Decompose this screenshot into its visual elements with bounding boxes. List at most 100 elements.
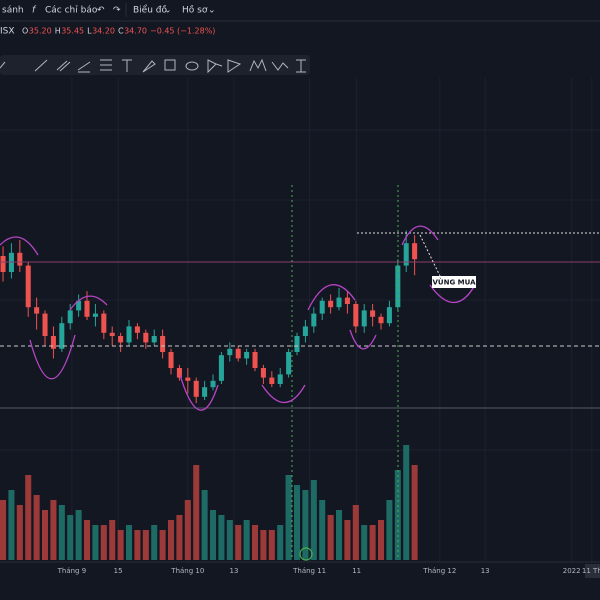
tool-icon[interactable] [122,59,132,72]
candle-body [378,316,384,324]
arc [401,225,439,246]
redo-icon[interactable]: ↷ [113,6,121,16]
candle-body [34,307,40,314]
tool-icon[interactable] [56,60,71,72]
drawings [0,185,600,560]
toolbar-item[interactable]: Hồ sơ [182,5,208,16]
tool-icon[interactable] [142,60,156,73]
volume-bar [67,515,74,560]
tool-icon[interactable] [227,59,242,73]
arc [429,284,476,303]
volume-bar [310,480,317,560]
volume-bar [142,530,149,560]
candle-body [76,300,82,311]
tool-icon[interactable] [34,59,48,72]
undo-icon[interactable]: ↶ [97,6,105,16]
volume-bar [92,525,99,560]
volume-bar [302,490,309,560]
tool-icon[interactable] [185,61,199,71]
volume-bar [8,490,15,560]
volume-bar [386,500,393,560]
volume-bar [75,510,82,560]
ohlc-label: C [118,27,124,36]
volume-bar [361,525,368,560]
volume-bar [260,530,267,560]
event-icon[interactable] [299,547,313,561]
annotation-box [432,276,476,288]
tool-icon[interactable] [296,59,306,73]
chevron: ⌄ [164,6,172,16]
candle-body [286,352,292,375]
volume-bar [50,500,57,560]
x-tick-label: Tháng 10 [170,567,204,575]
x-tick-label: Tháng 9 [57,567,87,575]
candle-body [311,313,317,327]
tool-icon[interactable] [77,61,91,73]
volume-bar [335,510,343,560]
volume-bar [126,525,133,560]
candle-body [109,332,115,336]
candle-body [210,380,216,388]
volume-bar [268,530,275,560]
volume-bar [277,525,284,560]
drawing-toolbar [0,55,310,75]
candle-body [160,336,166,352]
ohlc-value: 34.70 [124,27,147,36]
candle-body [84,300,90,317]
toolbar-item[interactable]: sánh [2,6,24,16]
volume-bar [403,445,410,560]
candle-body [218,355,224,381]
volume-bar [33,495,40,560]
ohlc-label: O [22,27,28,36]
volume-bar [243,520,250,560]
x-axis: Tháng 9 15 Tháng 10 13 Tháng 11 11 Tháng 12 13 2… [57,567,600,575]
tool-icon[interactable] [271,61,289,71]
candle-body [370,310,376,317]
candle-body [260,368,266,378]
volume-bar [193,465,200,560]
ohlc-value: 35.45 [61,27,84,36]
candle-body [344,297,350,304]
candle-body [328,300,334,308]
candle-body [353,304,359,327]
volume-bar [159,530,166,560]
tool-icon[interactable] [164,59,176,71]
x-tick-label: 13 [481,567,490,575]
candle-body [319,300,325,314]
arc [179,374,219,411]
candle-body [176,368,182,378]
candle-body [168,352,174,368]
candle-body [227,348,233,356]
tool-icon[interactable] [249,58,267,72]
x-tick-label: Tháng 11 [292,567,326,575]
candle-body [244,352,250,359]
ohlc-label: H [55,27,61,36]
candle-body [126,326,132,343]
volume-bar [327,515,334,560]
ohlc-label: L [87,27,92,36]
ohlc-value: 34.20 [92,27,115,36]
tool-icon[interactable] [0,61,6,69]
volume-bar [285,475,292,560]
candle-body [118,336,124,343]
toolbar-item[interactable]: Các chỉ báo [45,5,98,16]
candle-body [294,336,300,352]
volume-bar [344,520,351,560]
x-tick-label: 15 [114,567,123,575]
candle-body [193,380,199,397]
volume-bar [42,510,49,560]
volume-bar [352,505,359,560]
volume-bar [369,525,376,560]
volume-bar [377,520,385,560]
candle-body [50,336,56,349]
volume-bar [168,520,175,560]
tool-icon[interactable] [207,59,223,74]
toolbar-item[interactable]: Biểu đồ [133,5,167,16]
candle-body [277,374,283,384]
volume-bar [58,505,65,560]
volume-bar [25,475,32,560]
volume-bar [176,515,183,560]
candle-body [92,313,98,317]
tool-icon[interactable] [100,59,112,71]
